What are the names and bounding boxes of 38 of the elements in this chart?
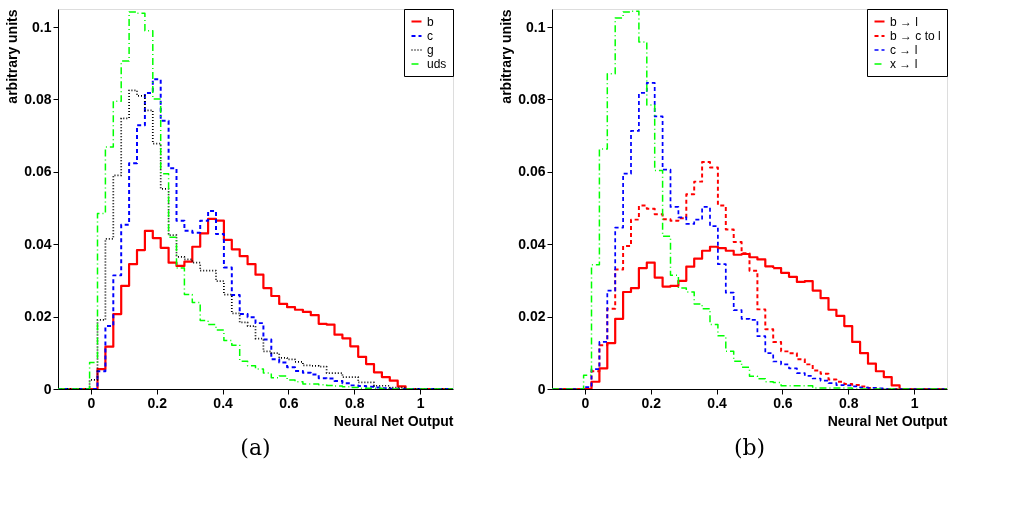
- y-tick-label: 0.08: [518, 90, 546, 107]
- legend-label: x → l: [890, 57, 918, 71]
- text: (b): [733, 435, 766, 460]
- x-axis-title: Neural Net Output: [827, 412, 948, 429]
- y-tick-label: 0.1: [32, 18, 52, 35]
- x-tick-label: 0: [581, 394, 590, 411]
- x-tick-label: 0.6: [773, 394, 793, 411]
- x-tick-label: 1: [416, 394, 425, 411]
- x-tick-label: 0.4: [213, 394, 234, 411]
- legend-label: uds: [427, 57, 447, 71]
- x-tick-label: 0.4: [707, 394, 728, 411]
- y-tick-label: 0.06: [24, 163, 52, 180]
- x-axis-title: Neural Net Output: [333, 412, 454, 429]
- y-tick-label: 0.06: [518, 163, 546, 180]
- legend-label: c: [427, 29, 433, 43]
- legend-label: b → l: [890, 14, 919, 29]
- y-tick-label: 0: [43, 380, 52, 397]
- y-tick-label: 0.04: [24, 235, 52, 252]
- legend-label: b → c to l: [890, 29, 941, 43]
- y-tick-label: 0.02: [24, 308, 52, 325]
- y-axis-title: arbitrary units: [4, 9, 21, 104]
- y-tick-label: 0.02: [518, 308, 546, 325]
- x-tick-label: 0: [87, 394, 96, 411]
- y-tick-label: 0.1: [526, 18, 546, 35]
- legend-label: c → l: [890, 43, 918, 57]
- y-tick-label: 0.08: [24, 90, 52, 107]
- x-tick-label: 0.2: [641, 394, 662, 411]
- y-tick-label: 0: [537, 380, 546, 397]
- legend-label: b: [427, 14, 434, 29]
- y-tick-label: 0.04: [518, 235, 546, 252]
- x-tick-label: 1: [910, 394, 919, 411]
- y-axis-title: arbitrary units: [498, 9, 515, 104]
- x-tick-label: 0.6: [279, 394, 299, 411]
- x-tick-label: 0.8: [839, 394, 859, 411]
- x-tick-label: 0.2: [147, 394, 168, 411]
- legend-label: g: [427, 43, 434, 57]
- text: (a): [240, 435, 271, 460]
- x-tick-label: 0.8: [345, 394, 365, 411]
